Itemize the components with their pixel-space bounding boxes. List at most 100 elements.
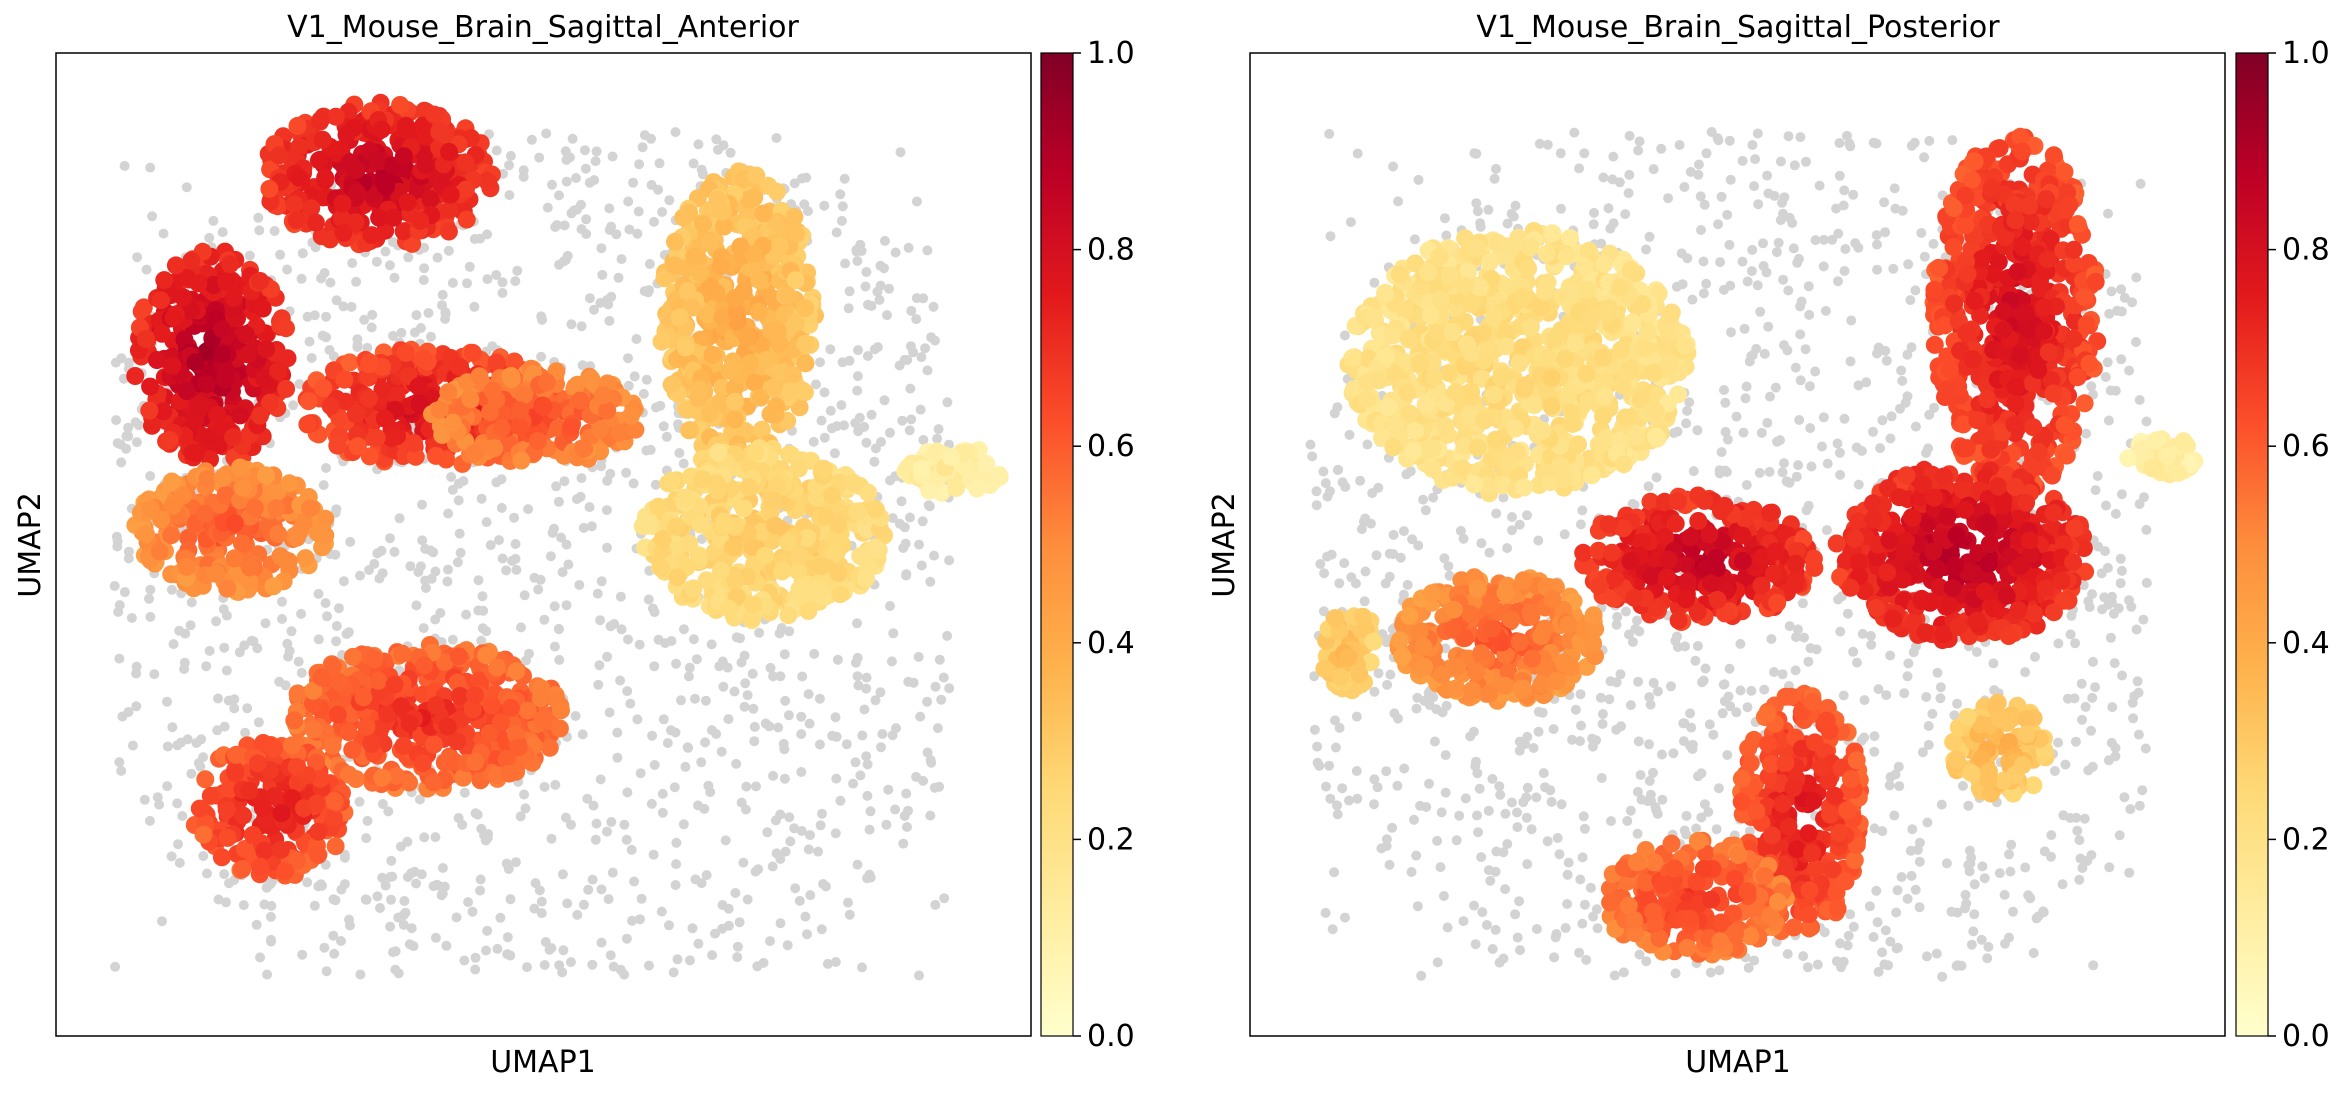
- background-point: [557, 869, 568, 880]
- background-point: [511, 564, 522, 575]
- background-point: [1877, 947, 1888, 958]
- panel-title: V1_Mouse_Brain_Sagittal_Posterior: [1476, 10, 2000, 45]
- background-point: [830, 957, 841, 967]
- background-point: [1322, 551, 1333, 562]
- background-point: [850, 757, 861, 768]
- background-point: [768, 770, 779, 781]
- expression-point: [373, 768, 392, 787]
- background-point: [706, 725, 717, 736]
- background-point: [504, 190, 515, 201]
- background-point: [780, 695, 791, 706]
- expression-point: [751, 388, 770, 407]
- background-point: [911, 314, 922, 325]
- background-point: [116, 765, 127, 776]
- background-point: [338, 301, 349, 312]
- background-point: [1531, 924, 1542, 934]
- background-point: [1399, 763, 1410, 774]
- background-point: [1889, 810, 1900, 821]
- background-point: [1769, 190, 1780, 201]
- expression-point: [502, 698, 520, 717]
- expression-point: [662, 375, 681, 394]
- background-point: [149, 669, 160, 680]
- background-point: [162, 741, 173, 752]
- background-point: [414, 794, 425, 805]
- expression-point: [198, 469, 217, 488]
- background-point: [771, 133, 782, 143]
- background-point: [131, 701, 142, 712]
- background-point: [862, 759, 873, 770]
- background-point: [814, 739, 825, 750]
- background-point: [801, 172, 812, 183]
- expression-point: [756, 546, 775, 565]
- background-point: [157, 916, 167, 927]
- background-point: [903, 676, 914, 687]
- background-point: [577, 360, 588, 371]
- background-point: [839, 173, 850, 184]
- background-point: [470, 808, 481, 819]
- background-point: [147, 211, 158, 222]
- background-point: [672, 954, 683, 965]
- expression-point: [233, 534, 251, 553]
- background-point: [229, 694, 240, 705]
- background-point: [818, 879, 829, 889]
- expression-point: [187, 444, 205, 463]
- expression-point: [221, 255, 240, 274]
- background-point: [388, 330, 398, 341]
- background-point: [765, 662, 776, 673]
- background-point: [836, 215, 847, 226]
- background-point: [657, 788, 668, 799]
- background-point: [646, 133, 656, 144]
- background-point: [643, 960, 654, 971]
- background-point: [1969, 909, 1980, 920]
- panel-posterior: V1_Mouse_Brain_Sagittal_Posterior UMAP1 …: [1207, 10, 2330, 1080]
- background-point: [204, 232, 215, 243]
- background-point: [275, 249, 286, 260]
- background-point: [768, 671, 779, 682]
- expression-point: [665, 256, 684, 275]
- background-point: [116, 457, 127, 468]
- background-point: [428, 547, 439, 558]
- expression-point: [326, 107, 345, 126]
- expression-point: [316, 168, 335, 187]
- background-point: [173, 839, 183, 850]
- background-point: [436, 637, 447, 647]
- background-point: [687, 923, 698, 934]
- background-point: [492, 943, 503, 954]
- background-point: [476, 493, 487, 504]
- expression-point: [137, 525, 155, 544]
- background-point: [1512, 822, 1523, 833]
- background-point: [2115, 578, 2126, 589]
- expression-point: [233, 478, 252, 497]
- background-point: [385, 533, 395, 544]
- expression-point: [240, 572, 259, 591]
- expression-point: [276, 862, 295, 881]
- background-point: [198, 851, 209, 861]
- background-point: [542, 202, 553, 213]
- expression-point: [488, 658, 506, 677]
- expression-point: [290, 137, 309, 156]
- background-point: [321, 311, 331, 322]
- background-point: [196, 734, 207, 745]
- background-point: [942, 630, 953, 641]
- expression-point: [591, 420, 610, 438]
- expression-point: [531, 689, 550, 708]
- background-point: [723, 903, 734, 914]
- background-point: [145, 584, 156, 595]
- expression-point: [206, 564, 225, 583]
- background-point: [1309, 724, 1320, 735]
- background-point: [1494, 781, 1505, 792]
- background-point: [890, 247, 901, 258]
- background-point: [591, 818, 602, 829]
- background-point: [832, 654, 843, 665]
- background-point: [551, 481, 562, 492]
- background-point: [213, 693, 223, 704]
- expression-point: [218, 828, 237, 847]
- background-point: [720, 835, 731, 846]
- background-point: [1666, 681, 1676, 692]
- background-point: [697, 169, 708, 180]
- expression-point: [391, 96, 410, 114]
- expression-point: [808, 581, 827, 600]
- background-point: [430, 932, 441, 943]
- expression-point: [151, 291, 170, 310]
